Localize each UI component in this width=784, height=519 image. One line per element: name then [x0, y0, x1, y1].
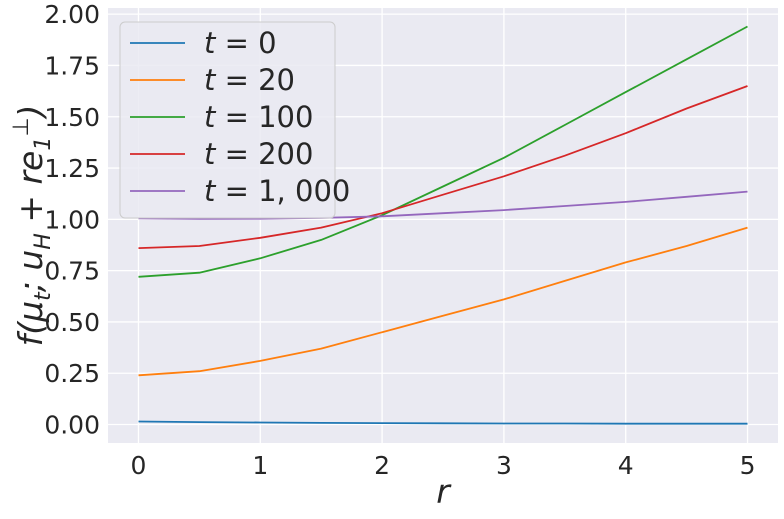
y-tick-label: 2.00 [44, 0, 100, 29]
series-line [138, 190, 748, 220]
legend-label: t = 100 [204, 100, 313, 134]
x-axis-label: r [436, 472, 452, 511]
series-line [138, 25, 748, 278]
y-tick-label: 0.25 [44, 359, 100, 388]
y-axis-label: f(μt; uH + re1⊥) [9, 105, 56, 347]
legend-frame [119, 21, 336, 219]
y-tick-label: 1.25 [44, 154, 100, 183]
x-tick-label: 1 [252, 451, 268, 480]
series-lines [138, 25, 748, 425]
y-tick-label: 0.00 [44, 411, 100, 440]
series-line [138, 420, 748, 425]
x-tick-label: 4 [618, 451, 634, 480]
series-line [138, 85, 748, 249]
x-tick-label: 3 [496, 451, 512, 480]
y-tick-labels: 0.00 0.25 0.50 0.75 1.00 1.25 1.50 1.75 2.00 [44, 0, 100, 439]
y-tick-label: 0.50 [44, 308, 100, 337]
x-tick-label: 0 [131, 451, 147, 480]
y-tick-label: 0.75 [44, 257, 100, 286]
y-tick-label: 1.00 [44, 205, 100, 234]
legend-label: t = 200 [204, 137, 313, 171]
series-line [138, 226, 748, 377]
legend-label: t = 0 [204, 26, 277, 60]
x-tick-labels: 0 1 2 3 4 5 [131, 451, 756, 480]
x-tick-label: 5 [740, 451, 756, 480]
x-tick-label: 2 [374, 451, 390, 480]
y-tick-label: 1.50 [44, 103, 100, 132]
y-tick-label: 1.75 [44, 51, 100, 80]
grid [108, 8, 778, 443]
legend-label: t = 20 [204, 63, 295, 97]
legend-label: t = 1, 000 [204, 174, 350, 208]
